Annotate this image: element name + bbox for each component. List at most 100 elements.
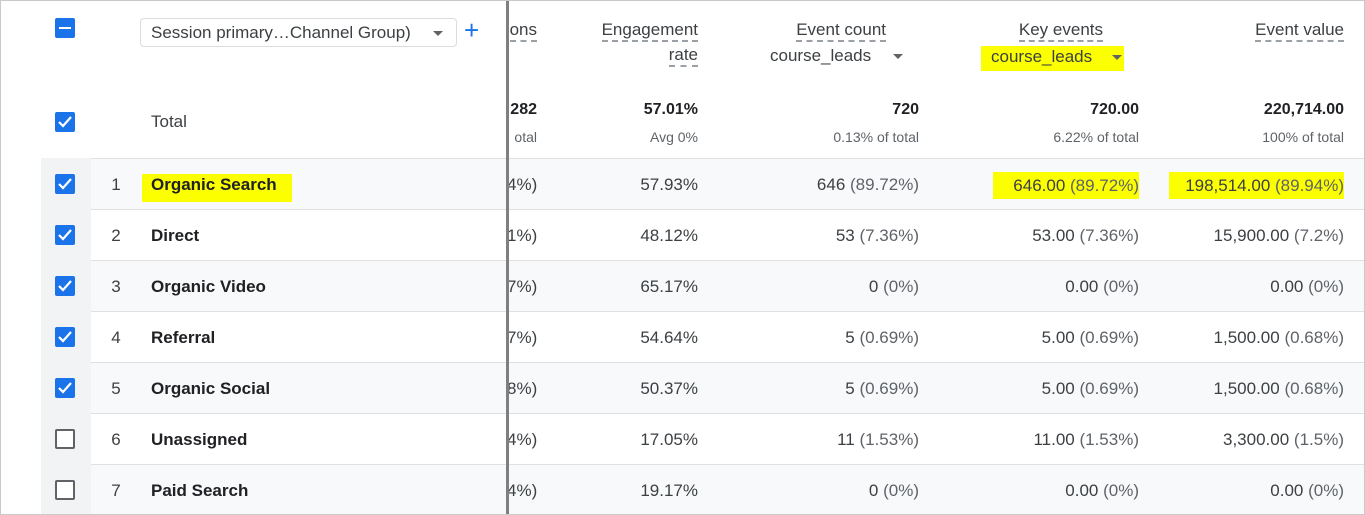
event-value-value: 1,500.00 — [1213, 328, 1280, 347]
key-events-filter[interactable]: course_leads — [991, 47, 1093, 66]
key-events-pct: (0.69%) — [1079, 328, 1139, 347]
key-events-cell: 5.00 (0.69%) — [961, 379, 1139, 399]
event-count-pct: (1.53%) — [859, 430, 919, 449]
channel-name[interactable]: Organic Search — [151, 175, 277, 194]
channel-name[interactable]: Direct — [151, 226, 200, 245]
event-count-cell: 646 (89.72%) — [741, 175, 919, 195]
total-event-count-sub: 0.13% of total — [833, 129, 919, 145]
chevron-down-icon[interactable] — [893, 54, 903, 59]
event-value-pct: (0%) — [1308, 481, 1344, 500]
event-count-pct: (89.72%) — [850, 175, 919, 194]
chevron-down-icon[interactable] — [1112, 55, 1122, 60]
event-count-value: 11 — [837, 430, 855, 449]
key-events-cell: 53.00 (7.36%) — [961, 226, 1139, 246]
channel-name[interactable]: Referral — [151, 328, 216, 347]
row-checkbox[interactable] — [55, 327, 75, 347]
row-checkbox[interactable] — [55, 276, 75, 296]
key-events-header[interactable]: Key events — [961, 17, 1103, 42]
event-value-pct: (89.94%) — [1275, 176, 1344, 195]
sessions-cell: 7%) — [507, 277, 538, 296]
event-count-cell: 5 (0.69%) — [741, 379, 919, 399]
engagement-rate-header-line2: rate — [668, 45, 698, 67]
frozen-column-divider[interactable] — [506, 1, 509, 514]
engagement-rate-header[interactable]: Engagement rate — [561, 17, 698, 67]
total-event-count: 720 — [892, 101, 919, 118]
highlight-mark — [142, 174, 292, 202]
row-checkbox[interactable] — [55, 174, 75, 194]
event-count-value: 5 — [845, 328, 855, 347]
event-value-header[interactable]: Event value — [1201, 17, 1344, 42]
event-count-value: 0 — [868, 481, 879, 500]
event-value-cell: 3,300.00 (1.5%) — [1166, 430, 1344, 450]
channel-name[interactable]: Organic Social — [151, 379, 271, 398]
sessions-cell: 4%) — [507, 430, 538, 449]
key-events-cell: 0.00 (0%) — [961, 481, 1139, 501]
event-value-pct: (1.5%) — [1293, 430, 1344, 449]
event-count-cell: 0 (0%) — [741, 277, 919, 297]
key-events-cell: 646.00 (89.72%) — [993, 172, 1139, 199]
checkmark-icon — [58, 229, 72, 241]
event-value-pct: (0%) — [1308, 277, 1344, 296]
dimension-select[interactable]: Session primary…Channel Group) — [140, 18, 457, 47]
channel-name[interactable]: Organic Video — [151, 277, 266, 296]
sessions-cell: 4%) — [507, 175, 538, 194]
sessions-header[interactable]: ons — [507, 17, 537, 42]
total-checkbox[interactable] — [55, 112, 75, 132]
event-count-cell: 5 (0.69%) — [741, 328, 919, 348]
key-events-pct: (7.36%) — [1079, 226, 1139, 245]
event-count-pct: (7.36%) — [859, 226, 919, 245]
channel-name[interactable]: Paid Search — [151, 481, 249, 500]
key-events-pct: (89.72%) — [1070, 176, 1139, 195]
event-count-cell: 53 (7.36%) — [741, 226, 919, 246]
total-key-events-sub: 6.22% of total — [1053, 129, 1139, 145]
checkmark-icon — [58, 178, 72, 190]
sessions-cell: 4%) — [507, 481, 538, 500]
event-value-pct: (0.68%) — [1284, 379, 1344, 398]
event-count-header-label: Event count — [796, 20, 886, 42]
key-events-header-label: Key events — [1018, 20, 1103, 42]
event-value-value: 15,900.00 — [1213, 226, 1290, 245]
dimension-select-label: Session primary…Channel Group) — [151, 23, 411, 42]
total-key-events: 720.00 — [1090, 101, 1139, 118]
total-event-value: 220,714.00 — [1263, 101, 1344, 118]
table-row-bg — [41, 311, 1364, 362]
row-checkbox[interactable] — [55, 429, 75, 449]
total-engagement-rate-sub: Avg 0% — [650, 129, 698, 145]
table-row-bg — [41, 464, 1364, 514]
select-all-checkbox[interactable] — [55, 18, 75, 38]
event-count-header[interactable]: Event count — [741, 17, 886, 42]
key-events-value: 11.00 — [1033, 430, 1075, 449]
key-events-value: 5.00 — [1041, 379, 1075, 398]
sessions-cell: 1%) — [507, 226, 538, 245]
engagement-rate-cell: 17.05% — [640, 430, 698, 449]
checkmark-icon — [58, 382, 72, 394]
key-events-value: 0.00 — [1065, 277, 1099, 296]
key-events-pct: (0%) — [1103, 481, 1139, 500]
event-count-filter[interactable]: course_leads — [770, 46, 872, 65]
table-row-bg — [41, 209, 1364, 260]
event-count-pct: (0.69%) — [859, 379, 919, 398]
row-number: 5 — [111, 379, 121, 398]
engagement-rate-cell: 48.12% — [640, 226, 698, 245]
row-number: 6 — [111, 430, 121, 449]
key-events-filter-highlight — [981, 46, 1124, 71]
total-label: Total — [151, 112, 187, 131]
channel-name[interactable]: Unassigned — [151, 430, 248, 449]
event-value-cell: 1,500.00 (0.68%) — [1166, 328, 1344, 348]
key-events-value: 5.00 — [1041, 328, 1075, 347]
event-value-cell: 1,500.00 (0.68%) — [1166, 379, 1344, 399]
event-count-cell: 0 (0%) — [741, 481, 919, 501]
add-dimension-icon[interactable]: + — [464, 15, 480, 45]
event-value-value: 0.00 — [1270, 277, 1304, 296]
row-checkbox[interactable] — [55, 225, 75, 245]
event-count-pct: (0.69%) — [859, 328, 919, 347]
event-value-pct: (7.2%) — [1293, 226, 1344, 245]
checkmark-icon — [58, 116, 72, 128]
engagement-rate-cell: 65.17% — [640, 277, 698, 296]
event-count-value: 5 — [845, 379, 855, 398]
row-checkbox[interactable] — [55, 378, 75, 398]
key-events-cell: 11.00 (1.53%) — [961, 430, 1139, 450]
total-event-value-sub: 100% of total — [1262, 129, 1344, 145]
row-checkbox[interactable] — [55, 480, 75, 500]
